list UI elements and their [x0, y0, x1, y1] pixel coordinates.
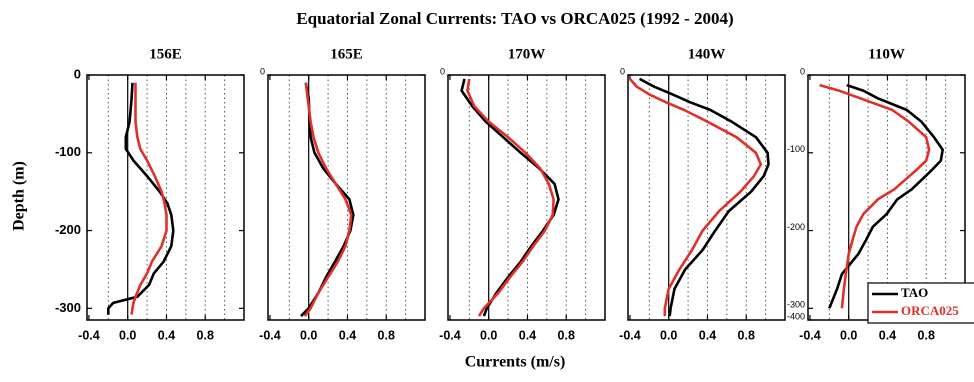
x-tick-label: -0.4 — [439, 328, 461, 342]
x-tick-label: -0.4 — [619, 328, 641, 342]
y-tick-label: -200 — [787, 222, 805, 232]
y-tick-label: -100 — [787, 144, 805, 154]
x-tick-label: 0.0 — [840, 328, 857, 342]
x-tick-label: 0.4 — [339, 328, 356, 342]
x-tick-label: -0.4 — [259, 328, 281, 342]
y-axis-label: Depth (m) — [11, 161, 28, 231]
profile-line — [107, 82, 175, 315]
y-tick-label: 0 — [260, 66, 265, 76]
y-tick-label: -200 — [55, 222, 81, 237]
legend-box — [867, 282, 974, 324]
x-tick-label: 0.0 — [119, 328, 136, 342]
plot-frame — [267, 74, 426, 321]
plot-frame — [86, 74, 245, 321]
plot-frame — [447, 74, 606, 321]
x-tick-label: 0.8 — [378, 328, 395, 342]
panel-title: 165E — [330, 46, 363, 62]
x-tick-label: 0.4 — [519, 328, 536, 342]
legend-label: ORCA025 — [901, 303, 959, 318]
profile-line — [460, 78, 560, 317]
x-tick-label: 0.4 — [879, 328, 896, 342]
profile-line — [130, 82, 168, 315]
profile-line — [828, 83, 944, 309]
profile-line — [628, 78, 763, 317]
panel-title: 170W — [508, 46, 546, 62]
y-tick-label: 0 — [74, 66, 81, 81]
figure-title: Equatorial Zonal Currents: TAO vs ORCA02… — [296, 9, 733, 28]
x-tick-label: 0.0 — [480, 328, 497, 342]
panel-title: 110W — [868, 46, 905, 62]
profile-line — [466, 78, 555, 317]
x-tick-label: -0.4 — [78, 328, 100, 342]
profile-line — [819, 83, 931, 309]
y-tick-label: 0 — [440, 66, 445, 76]
panel-title: 140W — [688, 46, 726, 62]
profile-line — [303, 82, 353, 317]
legend-label: TAO — [901, 285, 928, 300]
y-tick-label: -100 — [55, 144, 81, 159]
legend: TAO ORCA025 — [867, 282, 974, 324]
x-tick-label: 0.0 — [300, 328, 317, 342]
panel-title: 156E — [149, 46, 182, 62]
x-tick-label: 0.4 — [158, 328, 175, 342]
profile-line — [638, 77, 770, 317]
y-tick-label: 0 — [620, 66, 625, 76]
x-tick-label: 0.8 — [738, 328, 755, 342]
x-tick-label: 0.8 — [918, 328, 935, 342]
y-tick-label: 0 — [800, 66, 805, 76]
x-tick-label: 0.8 — [558, 328, 575, 342]
plot-frame — [627, 74, 786, 321]
y-tick-label: -300 — [55, 300, 81, 315]
y-tick-label: -300 — [787, 300, 805, 310]
x-tick-label: 0.0 — [660, 328, 677, 342]
y-tick-label: -400 — [787, 311, 805, 321]
x-axis-label: Currents (m/s) — [465, 354, 566, 371]
x-tick-label: -0.4 — [799, 328, 821, 342]
x-tick-label: 0.4 — [699, 328, 716, 342]
x-tick-label: 0.8 — [197, 328, 214, 342]
